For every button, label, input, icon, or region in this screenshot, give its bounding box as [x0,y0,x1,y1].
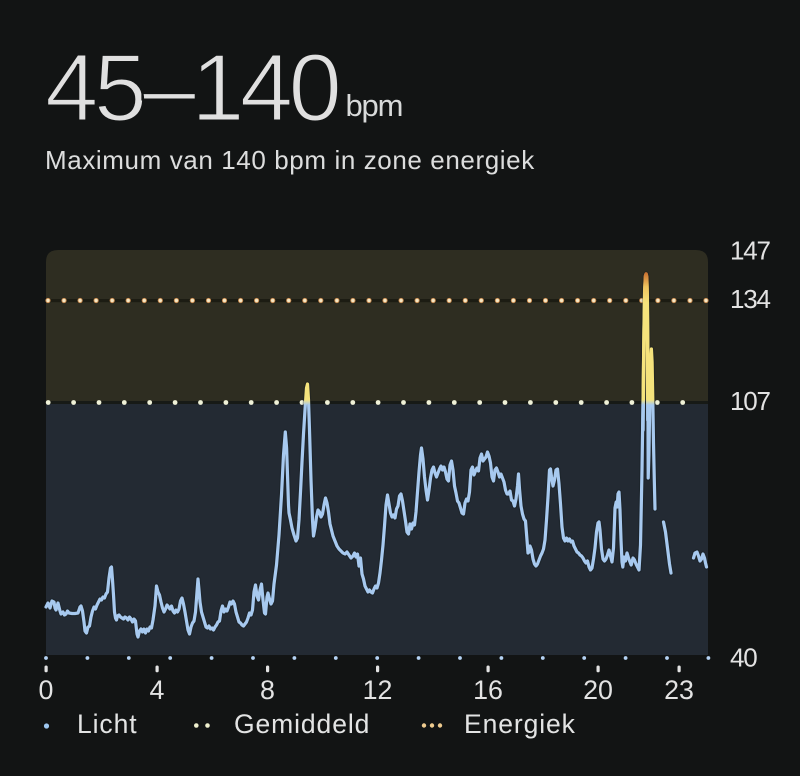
svg-text:147: 147 [730,236,771,266]
svg-text:4: 4 [150,675,165,705]
svg-text:20: 20 [583,675,613,705]
svg-text:0: 0 [39,675,54,705]
svg-text:Gemiddeld: Gemiddeld [234,709,370,739]
svg-text:bpm: bpm [346,88,403,123]
svg-text:12: 12 [363,675,393,705]
svg-text:107: 107 [730,386,771,416]
svg-text:Maximum van 140 bpm in zone en: Maximum van 140 bpm in zone energiek [45,145,535,175]
svg-text:Licht: Licht [77,709,137,739]
svg-text:Energiek: Energiek [464,709,576,739]
svg-text:8: 8 [260,675,275,705]
svg-text:23: 23 [664,675,694,705]
svg-text:45–140: 45–140 [45,35,338,142]
svg-text:134: 134 [730,284,771,314]
svg-text:40: 40 [730,643,757,673]
svg-text:16: 16 [473,675,503,705]
